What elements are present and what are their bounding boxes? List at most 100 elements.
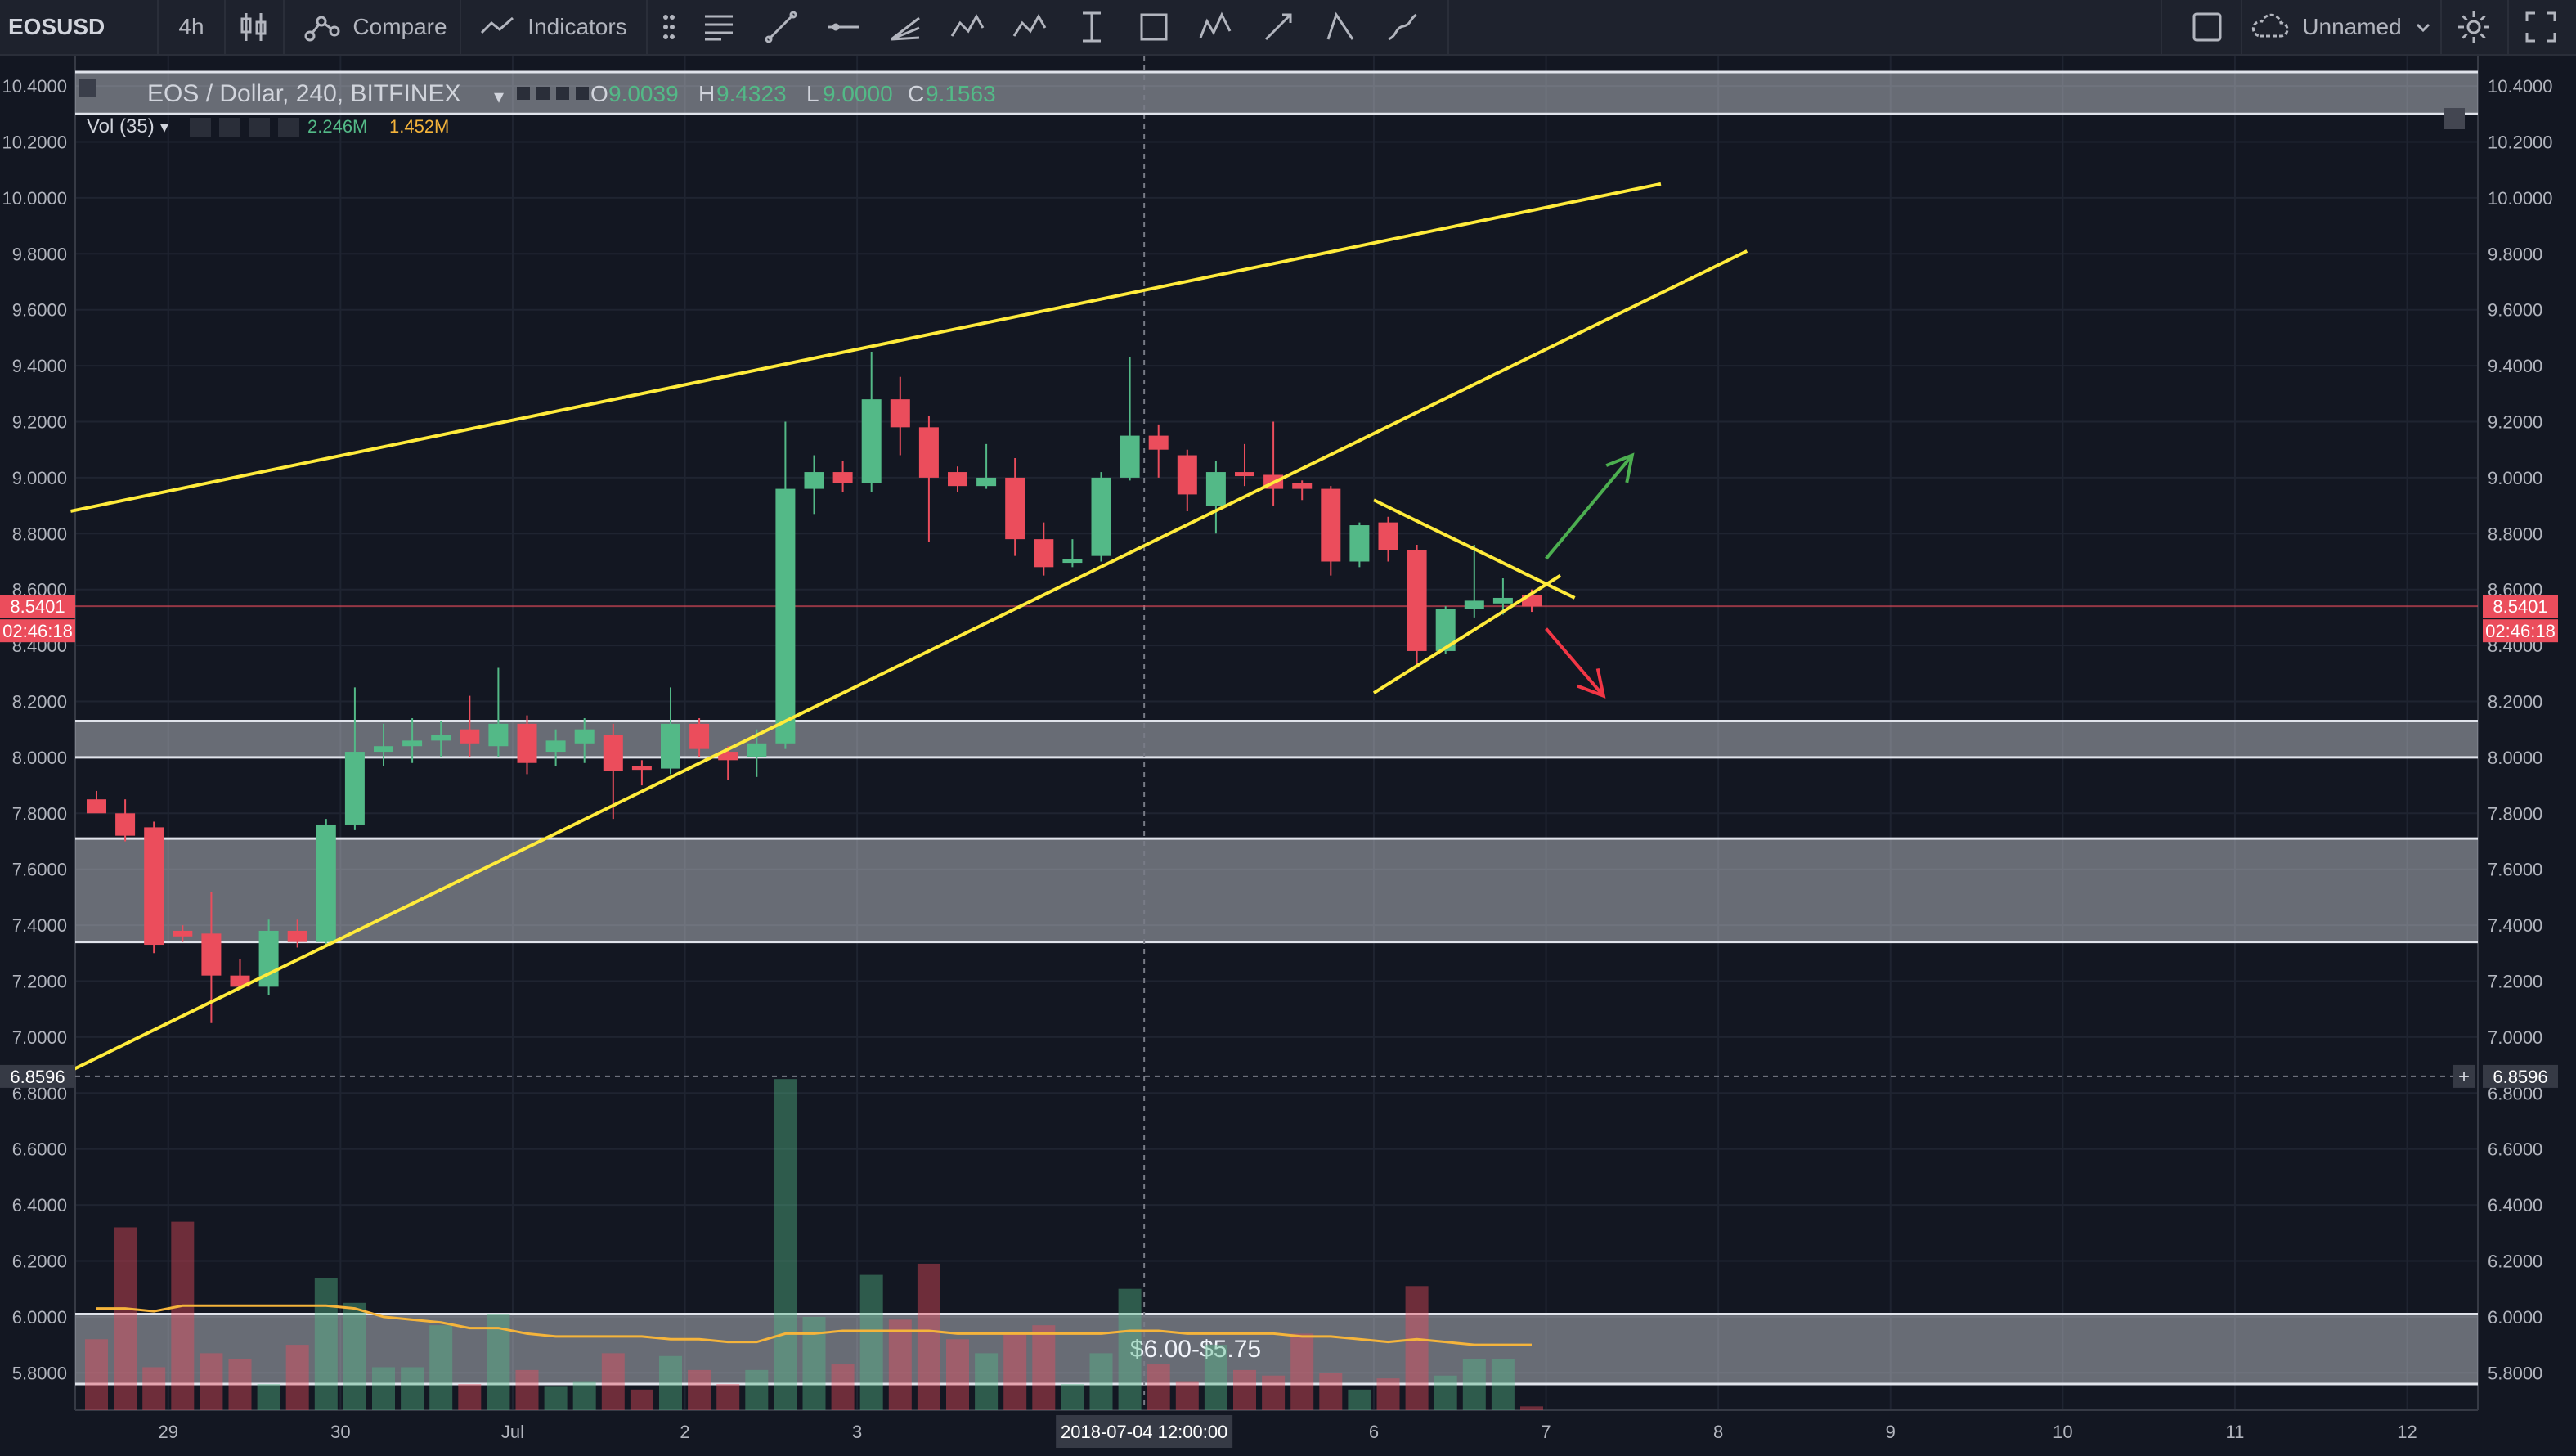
candle-body (431, 735, 451, 741)
drawing-tool-trend-line[interactable] (754, 0, 808, 54)
price-chart[interactable]: $6.00-$5.75 5.8000 6.0000 6.2000 6.4000 6.60… (0, 56, 2576, 1456)
crosshair (75, 56, 2478, 1410)
volume-ma-line (96, 1304, 1532, 1346)
volume-legend-title[interactable]: Vol (35) (87, 115, 155, 137)
settings-button[interactable] (2445, 0, 2502, 54)
x-tick-label: 11 (2226, 1422, 2245, 1442)
volume-legend-chevron[interactable]: ▾ (160, 119, 168, 137)
drawing-tool-horizontal-lines[interactable] (692, 0, 746, 54)
drawing-tool-long-position[interactable] (1065, 0, 1119, 54)
layout-menu[interactable]: Unnamed (2247, 0, 2435, 54)
y-tick-label: 5.8000 (2488, 1363, 2542, 1383)
volume-bar (659, 1355, 682, 1410)
drawing-tool-abcd-pattern[interactable] (1003, 0, 1057, 54)
y-tick-label: 10.0000 (2, 188, 67, 209)
volume-bar (1032, 1325, 1056, 1410)
fullscreen-toggle-button[interactable] (2175, 0, 2239, 54)
volume-bar (1003, 1333, 1027, 1410)
time-axis: 29 30 Jul 2 3 6 7 8 9 10 11 12 2018-07-04 12:00:00 (159, 1415, 2417, 1448)
candle-style-button[interactable] (229, 0, 278, 54)
candle-body (1034, 539, 1054, 568)
legend-title[interactable]: EOS / Dollar, 240, BITFINEX (147, 80, 460, 107)
volume-bar (802, 1316, 826, 1410)
volume-bar (1175, 1381, 1199, 1410)
arrow-up-head (1605, 452, 1635, 483)
y-tick-label: 10.2000 (2, 133, 67, 153)
interval-selector[interactable]: 4h (178, 14, 204, 39)
candle-body (1120, 435, 1140, 478)
candle-body (316, 824, 336, 942)
trend-line (70, 249, 1748, 1072)
trend-line (1372, 573, 1562, 694)
indicators-icon (481, 16, 514, 34)
candle-body (87, 799, 106, 814)
candle-body (976, 477, 997, 487)
y-tick-label: 7.4000 (12, 915, 67, 936)
volume-bar (114, 1227, 137, 1410)
crosshair-time-bg (1056, 1415, 1233, 1448)
y-tick-label: 6.4000 (2488, 1195, 2542, 1216)
candle-body (918, 427, 939, 478)
candle-body (344, 752, 365, 825)
arrow-up (1545, 454, 1634, 560)
volume-pane (85, 1079, 1543, 1410)
x-tick-label: 3 (852, 1422, 862, 1442)
volume-bar (1405, 1286, 1429, 1410)
volume-bar (745, 1369, 769, 1410)
legend-tool-buttons (517, 87, 589, 100)
arrow-icon (1264, 13, 1292, 41)
volume-bar (859, 1274, 883, 1410)
candle-body (1349, 525, 1370, 562)
bar-countdown-label-bg (2483, 619, 2558, 643)
pane-maximize-button[interactable] (2444, 108, 2465, 129)
indicators-button[interactable]: Indicators (466, 0, 638, 54)
volume-bar (1290, 1333, 1314, 1410)
compare-icon (304, 16, 340, 42)
candle-body (1062, 559, 1083, 564)
drawing-tool-pitchfork[interactable] (878, 0, 932, 54)
drawing-tool-elliott-wave[interactable] (1189, 0, 1243, 54)
candle-body (402, 740, 423, 747)
candle-body (144, 827, 164, 946)
x-tick-label: 6 (1369, 1422, 1379, 1442)
y-tick-label: 6.0000 (12, 1307, 67, 1328)
drawing-tool-pattern[interactable] (940, 0, 994, 54)
arrow-down-head (1577, 667, 1606, 699)
drawing-tool-arrow[interactable] (1251, 0, 1305, 54)
compare-button[interactable]: Compare (291, 0, 458, 54)
top-toolbar: EOSUSD 4h Compare Indicators Unnamed (0, 0, 2576, 56)
y-tick-label: 9.4000 (2488, 356, 2542, 376)
symbol-search[interactable]: EOSUSD (8, 14, 105, 39)
volume-bar (1319, 1373, 1343, 1410)
trend-line-icon (765, 11, 797, 43)
toolbar-drag-handle[interactable] (654, 0, 684, 54)
volume-bar (343, 1302, 366, 1410)
trend-line (70, 182, 1662, 513)
drawing-tool-horizontal-ray[interactable] (816, 0, 870, 54)
fullscreen-button[interactable] (2512, 0, 2569, 54)
high-label: H (698, 81, 715, 106)
crosshair-price-label-bg (0, 1064, 75, 1088)
volume-bar (401, 1367, 424, 1410)
rectangle-icon (1140, 13, 1168, 41)
volume-bar (171, 1221, 195, 1410)
collapse-legend-button[interactable] (79, 79, 96, 97)
candles-icon (240, 13, 267, 41)
y-tick-label: 10.4000 (2, 76, 67, 97)
y-tick-label: 8.2000 (2488, 692, 2542, 712)
volume-bar (1376, 1378, 1400, 1410)
volume-bar (314, 1278, 338, 1410)
drawing-tool-path[interactable] (1313, 0, 1367, 54)
drawing-tool-brush[interactable] (1376, 0, 1429, 54)
indicators-label: Indicators (527, 14, 627, 39)
volume-bar (458, 1383, 482, 1410)
candle-body (374, 746, 393, 753)
legend-title-chevron[interactable]: ▾ (494, 86, 504, 108)
trend-line (1373, 498, 1576, 600)
horizontal-ray-icon (828, 23, 859, 31)
candle-body (1091, 477, 1111, 556)
y-tick-label: 5.8000 (12, 1363, 67, 1383)
volume-bar (85, 1339, 108, 1410)
drag-handle-icon (663, 15, 675, 39)
drawing-tool-rectangle[interactable] (1127, 0, 1181, 54)
